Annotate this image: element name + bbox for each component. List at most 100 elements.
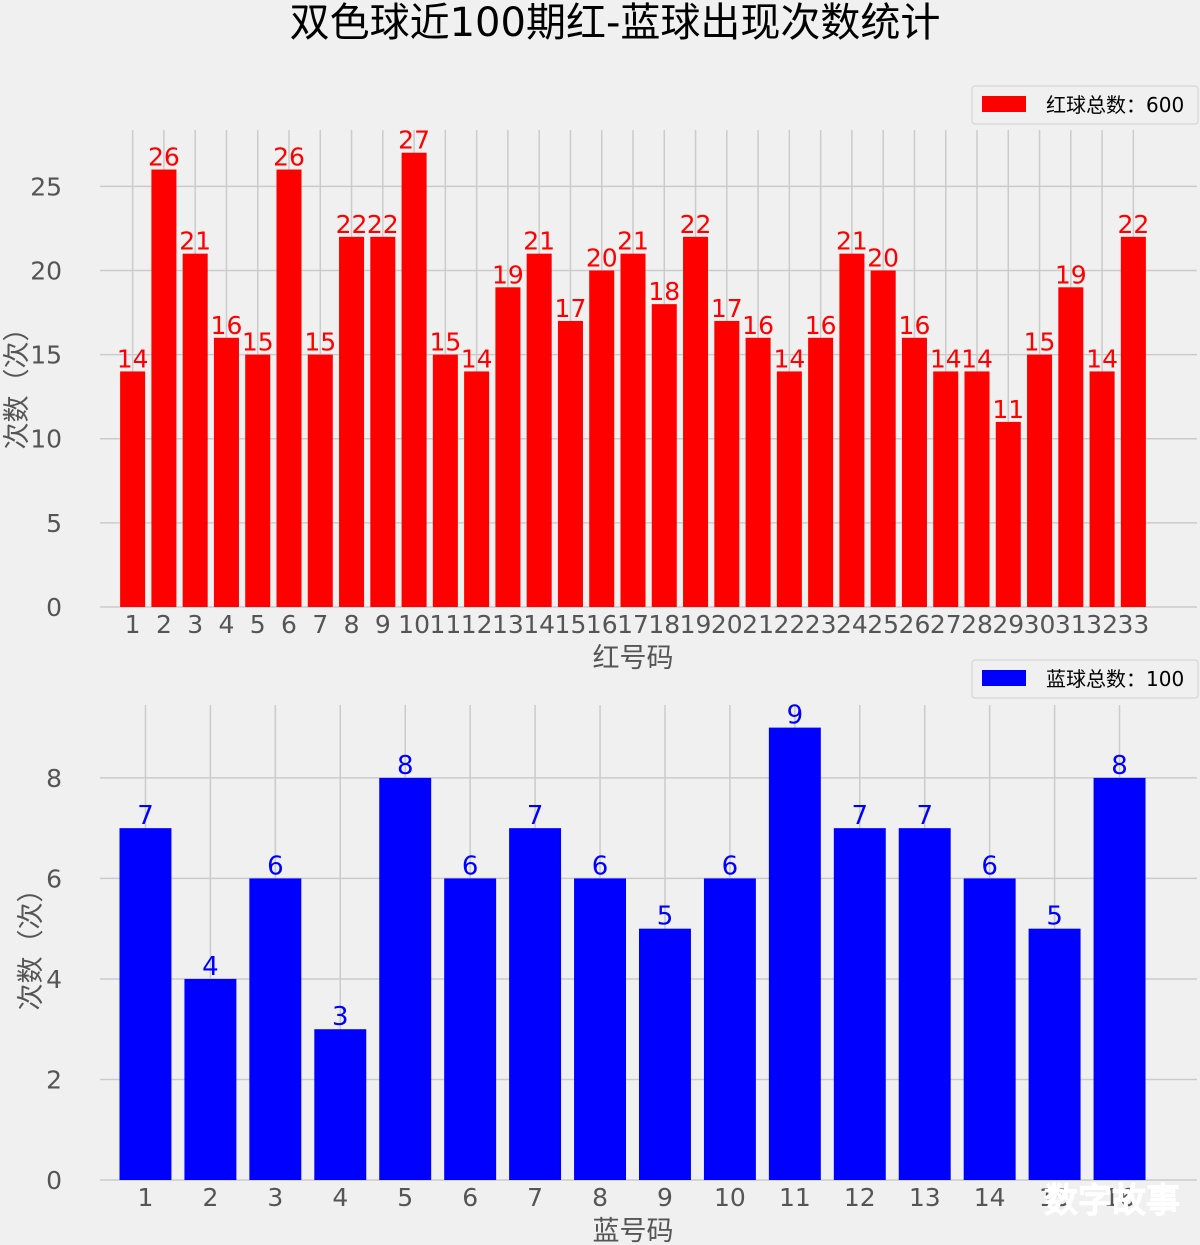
red-x-tick-label: 26 [899, 610, 931, 639]
red-x-tick-label: 28 [961, 610, 993, 639]
blue-bar-16 [1093, 777, 1146, 1180]
red-x-tick-label: 32 [1086, 610, 1118, 639]
red-x-tick-label: 10 [398, 610, 430, 639]
red-bar-16 [589, 270, 615, 607]
red-bar-25 [870, 270, 896, 607]
blue-bar-7 [509, 828, 562, 1180]
red-value-label: 21 [836, 227, 868, 256]
red-legend: 红球总数：600 [971, 85, 1199, 125]
red-value-label: 16 [899, 311, 931, 340]
red-value-label: 17 [555, 294, 587, 323]
red-bar-14 [526, 253, 552, 607]
blue-value-label: 5 [657, 902, 674, 932]
blue-bar-11 [768, 727, 821, 1180]
red-value-label: 16 [805, 311, 837, 340]
blue-value-label: 5 [1046, 902, 1063, 932]
red-bar-27 [933, 371, 959, 607]
watermark: 数字故事 [1044, 1181, 1180, 1221]
red-value-label: 19 [492, 260, 524, 289]
blue-x-axis-label: 蓝号码 [593, 1216, 674, 1245]
blue-value-label: 4 [202, 952, 219, 982]
blue-value-label: 6 [462, 851, 479, 881]
blue-bar-3 [249, 878, 302, 1180]
red-value-label: 14 [1086, 344, 1118, 373]
blue-bar-15 [1028, 928, 1081, 1180]
blue-bar-12 [833, 828, 886, 1180]
red-value-label: 26 [148, 143, 180, 172]
red-bar-5 [245, 354, 271, 607]
blue-legend-swatch [982, 670, 1026, 686]
red-legend-label: 红球总数：600 [1046, 93, 1184, 117]
red-x-tick-label: 22 [773, 610, 805, 639]
blue-x-tick-label: 9 [657, 1183, 673, 1212]
red-x-tick-label: 24 [836, 610, 868, 639]
red-bar-12 [464, 371, 490, 607]
red-value-label: 27 [398, 126, 430, 155]
red-value-label: 11 [992, 395, 1024, 424]
red-y-tick-label: 10 [30, 425, 62, 454]
red-bar-8 [339, 236, 365, 608]
red-y-tick-label: 25 [30, 172, 62, 201]
red-x-tick-label: 5 [250, 610, 266, 639]
red-value-label: 22 [367, 210, 399, 239]
red-x-tick-label: 2 [156, 610, 172, 639]
red-x-tick-label: 7 [312, 610, 328, 639]
red-value-label: 19 [1055, 260, 1087, 289]
red-bar-28 [964, 371, 990, 607]
blue-y-tick-label: 4 [46, 965, 62, 994]
red-y-tick-label: 5 [46, 509, 62, 538]
red-x-tick-label: 25 [867, 610, 899, 639]
blue-x-tick-label: 15 [1039, 1183, 1071, 1212]
red-value-label: 14 [461, 344, 493, 373]
red-bar-29 [995, 421, 1021, 607]
red-bar-24 [839, 253, 865, 607]
red-bar-11 [432, 354, 458, 607]
red-value-label: 14 [117, 344, 149, 373]
blue-legend-frame [971, 659, 1199, 699]
red-bar-18 [651, 304, 677, 607]
red-value-label: 18 [648, 277, 680, 306]
red-bar-13 [495, 287, 521, 607]
blue-legend-label: 蓝球总数：100 [1046, 667, 1184, 691]
red-value-label: 15 [242, 328, 274, 357]
red-x-tick-label: 3 [187, 610, 203, 639]
red-value-label: 22 [336, 210, 368, 239]
chart-title: 双色球近100期红-蓝球出现次数统计 [290, 0, 941, 46]
red-x-tick-label: 12 [461, 610, 493, 639]
blue-x-tick-label: 16 [1104, 1183, 1136, 1212]
blue-x-tick-label: 6 [462, 1183, 478, 1212]
red-bar-2 [151, 169, 177, 608]
blue-value-label: 6 [592, 851, 609, 881]
red-bar-26 [901, 337, 927, 607]
red-bar-21 [745, 337, 771, 607]
red-value-label: 21 [617, 227, 649, 256]
blue-x-tick-label: 7 [527, 1183, 543, 1212]
blue-value-label: 8 [1111, 751, 1128, 781]
blue-value-label: 3 [332, 1002, 349, 1032]
red-x-tick-label: 13 [492, 610, 524, 639]
red-x-tick-label: 1 [125, 610, 141, 639]
red-bar-3 [182, 253, 208, 607]
red-value-label: 21 [179, 227, 211, 256]
red-x-axis-label: 红号码 [593, 643, 674, 674]
red-x-tick-label: 33 [1117, 610, 1149, 639]
red-bar-6 [276, 169, 302, 608]
red-y-tick-label: 20 [30, 256, 62, 285]
blue-y-tick-label: 0 [46, 1166, 62, 1195]
blue-value-label: 8 [397, 751, 414, 781]
red-y-tick-label: 15 [30, 341, 62, 370]
red-x-tick-label: 23 [805, 610, 837, 639]
red-bar-31 [1058, 287, 1084, 607]
blue-x-tick-label: 8 [592, 1183, 608, 1212]
blue-x-tick-label: 4 [332, 1183, 348, 1212]
red-value-label: 15 [1024, 328, 1056, 357]
red-legend-swatch [982, 96, 1026, 112]
blue-value-label: 6 [981, 851, 998, 881]
blue-legend: 蓝球总数：100 [971, 659, 1199, 699]
red-legend-frame [971, 85, 1199, 125]
blue-bar-1 [119, 828, 172, 1180]
red-bar-15 [557, 320, 583, 607]
red-x-tick-label: 29 [992, 610, 1024, 639]
